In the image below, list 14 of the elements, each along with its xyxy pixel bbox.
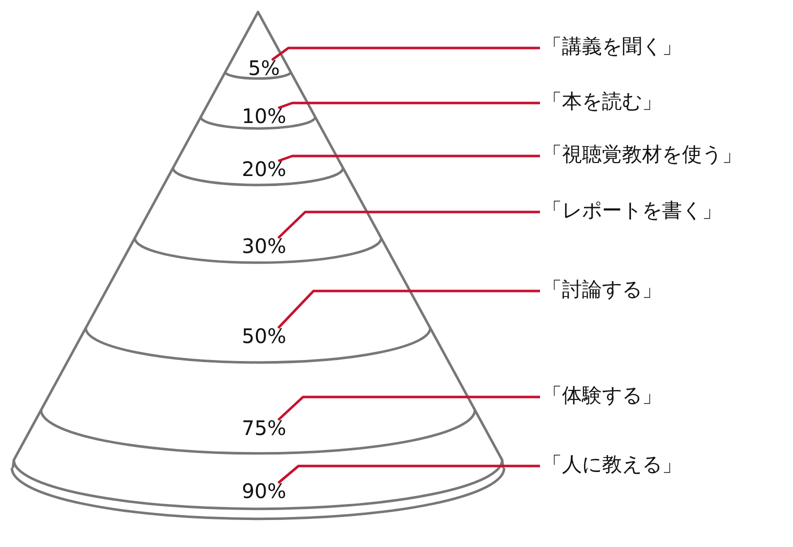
category-label: 「レポートを書く」 <box>542 198 722 222</box>
category-label: 「視聴覚教材を使う」 <box>542 142 742 166</box>
data-label: 90% <box>242 479 286 504</box>
data-label: 30% <box>242 234 286 258</box>
data-label: 20% <box>242 157 286 182</box>
data-label: 75% <box>242 416 286 440</box>
data-label: 5% <box>248 56 280 80</box>
data-label: 10% <box>242 104 286 128</box>
category-label: 「討論する」 <box>542 277 662 302</box>
data-label: 50% <box>242 324 286 348</box>
category-label: 「人に教える」 <box>542 452 682 476</box>
category-label: 「本を読む」 <box>542 89 662 114</box>
category-label: 「講義を聞く」 <box>542 34 682 58</box>
category-label: 「体験する」 <box>542 383 662 408</box>
